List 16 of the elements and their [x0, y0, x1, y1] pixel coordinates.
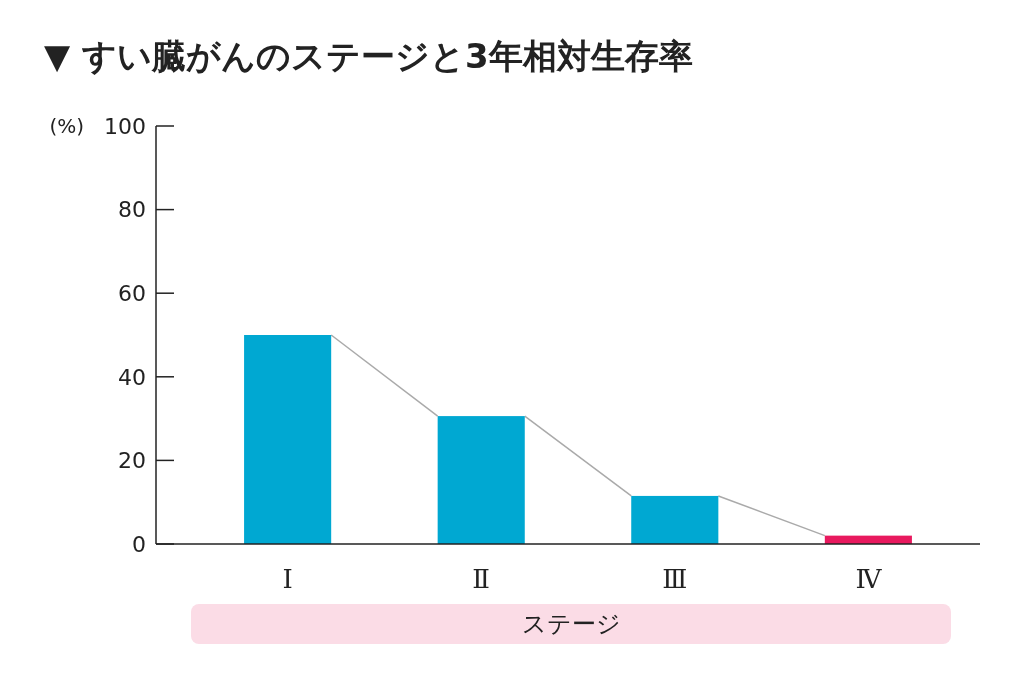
bar: [631, 495, 719, 544]
y-tick-label: 80: [118, 197, 146, 223]
y-tick-label: 100: [104, 113, 146, 139]
x-axis-title: ステージ: [521, 610, 621, 639]
y-tick-label: 60: [118, 280, 146, 306]
chart-title: ▼ すい臓がんのステージと3年相対生存率: [44, 36, 693, 76]
y-tick-label: 20: [118, 448, 146, 474]
y-tick-label: 40: [118, 364, 146, 390]
x-tick-label: Ⅲ: [662, 564, 688, 594]
bar: [437, 416, 525, 544]
y-axis-title: (%): [49, 114, 84, 138]
x-tick-label: Ⅳ: [855, 564, 883, 594]
y-tick-label: 0: [132, 531, 146, 557]
x-tick-label: Ⅰ: [282, 564, 293, 594]
bar: [244, 335, 332, 544]
x-tick-label: Ⅱ: [472, 564, 491, 594]
